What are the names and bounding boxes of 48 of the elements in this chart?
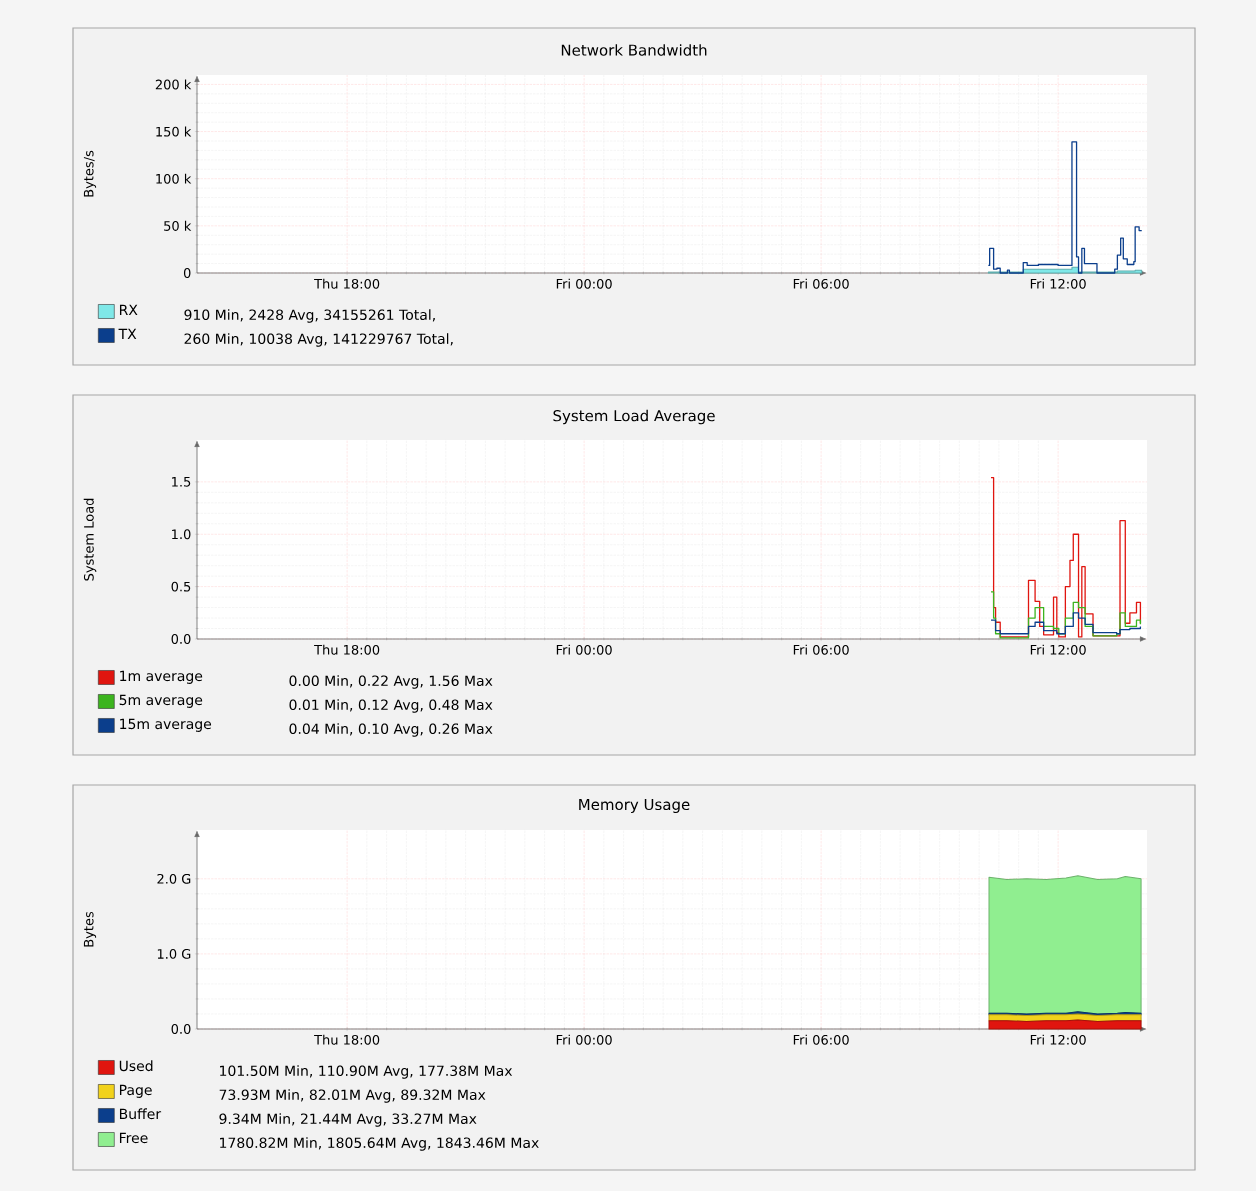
text: 0.00 Min, 0.22 Avg, 1.56 Max: [289, 675, 493, 689]
y-axis-title: System Load: [83, 498, 97, 581]
text: 260 Min, 10038 Avg, 141229767 Total,: [184, 333, 453, 347]
x-tick-label: Fri 12:00: [1030, 644, 1086, 655]
y-tick-label: 0.0: [171, 1024, 191, 1034]
y-tick-label: 0.0: [171, 634, 191, 644]
x-tick-label: Fri 12:00: [1030, 1034, 1086, 1045]
y-axis-title: Bytes/s: [83, 150, 97, 197]
x-tick-label: Fri 06:00: [793, 278, 849, 289]
legend-label: TX: [118, 328, 137, 339]
legend-label: Used: [119, 1060, 153, 1072]
text: 9.34M Min, 21.44M Avg, 33.27M Max: [219, 1113, 477, 1127]
x-tick-label: Fri 12:00: [1030, 278, 1086, 289]
chart-title: Memory Usage: [579, 798, 690, 814]
text: 1780.82M Min, 1805.64M Avg, 1843.46M Max: [220, 1137, 539, 1151]
legend-label: 1m average: [120, 670, 203, 684]
text: 73.93M Min, 82.01M Avg, 89.32M Max: [219, 1089, 486, 1103]
chart-title: Network Bandwidth: [561, 44, 707, 56]
y-tick-label: 200 k: [155, 79, 192, 90]
x-tick-label: Thu 18:00: [314, 1034, 380, 1045]
x-tick-label: Fri 06:00: [793, 644, 849, 655]
legend-label: Free: [119, 1132, 148, 1144]
x-tick-label: Fri 06:00: [793, 1034, 849, 1045]
y-tick-label: 100 k: [156, 173, 192, 184]
y-tick-label: 2.0 G: [157, 873, 191, 884]
y-tick-label: 0.5: [171, 581, 191, 592]
x-tick-label: Fri 00:00: [556, 1034, 612, 1045]
y-tick-label: 150 k: [156, 126, 192, 137]
x-tick-label: Thu 18:00: [314, 278, 380, 289]
y-tick-label: 1.5: [172, 477, 191, 487]
legend-label: Page: [119, 1084, 152, 1098]
text: 101.50M Min, 110.90M Avg, 177.38M Max: [220, 1065, 513, 1079]
y-tick-label: 1.0: [172, 529, 191, 540]
text: 0.04 Min, 0.10 Avg, 0.26 Max: [289, 723, 493, 737]
legend-label: Buffer: [119, 1108, 162, 1120]
x-tick-label: Fri 00:00: [556, 278, 612, 289]
y-tick-label: 50 k: [164, 220, 192, 231]
y-tick-label: 1.0 G: [157, 948, 191, 959]
legend-label: RX: [119, 304, 138, 315]
x-tick-label: Fri 00:00: [556, 644, 612, 655]
legend-label: 5m average: [119, 694, 203, 708]
y-tick-label: 0: [183, 268, 191, 278]
text: 0.01 Min, 0.12 Avg, 0.48 Max: [289, 699, 493, 713]
x-tick-label: Thu 18:00: [314, 644, 380, 655]
y-axis-title: Bytes: [83, 911, 97, 947]
legend-label: 15m average: [120, 718, 212, 732]
chart-title: System Load Average: [553, 409, 715, 425]
text: 910 Min, 2428 Avg, 34155261 Total,: [184, 309, 435, 323]
